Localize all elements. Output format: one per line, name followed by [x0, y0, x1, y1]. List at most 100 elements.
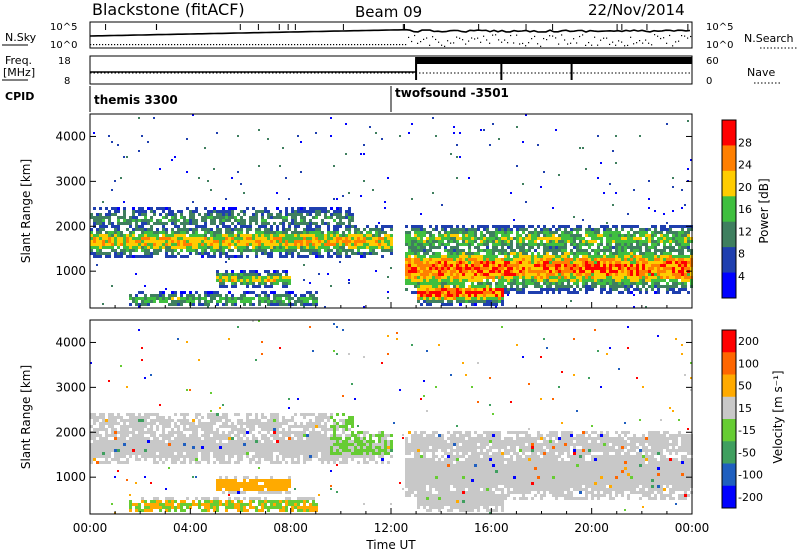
- power-cell: [486, 291, 489, 294]
- power-cell: [249, 228, 252, 231]
- power-cell: [531, 258, 534, 261]
- power-cell: [147, 246, 150, 249]
- velocity-cell: [156, 461, 159, 464]
- power-cell: [417, 300, 420, 303]
- power-cell: [495, 303, 498, 306]
- noise-search-dot: [405, 44, 407, 46]
- power-cell: [102, 216, 105, 219]
- velocity-cell: [174, 431, 177, 434]
- noise-search-dot: [627, 44, 629, 47]
- power-cell: [585, 252, 588, 255]
- power-cell: [510, 288, 513, 291]
- power-cell: [306, 246, 309, 249]
- power-cell: [201, 228, 204, 231]
- power-cell: [429, 270, 432, 273]
- power-cell: [498, 231, 501, 234]
- power-cell: [213, 255, 216, 258]
- power-cell: [576, 243, 579, 246]
- power-cell: [573, 261, 576, 264]
- velocity-cell: [180, 443, 183, 446]
- velocity-cell: [231, 443, 234, 446]
- power-cell: [177, 297, 180, 300]
- power-cell: [108, 210, 111, 213]
- power-cell: [501, 243, 504, 246]
- power-cell: [219, 237, 222, 240]
- power-cell: [375, 240, 378, 243]
- power-cell: [291, 249, 294, 252]
- velocity-cell: [126, 446, 129, 449]
- power-cell: [438, 261, 441, 264]
- power-cell: [474, 276, 477, 279]
- power-cell: [648, 279, 651, 282]
- power-cell: [642, 234, 645, 237]
- power-cell: [294, 210, 297, 213]
- power-cell: [579, 243, 582, 246]
- velocity-cell: [132, 428, 135, 431]
- power-cell: [168, 219, 171, 222]
- power-cell: [240, 246, 243, 249]
- power-cell: [252, 273, 255, 276]
- power-cell: [549, 228, 552, 231]
- power-cell: [582, 282, 585, 285]
- noise-search-dot: [549, 35, 551, 37]
- velocity-cell: [132, 503, 135, 506]
- power-cell: [132, 243, 135, 246]
- power-cell: [585, 255, 588, 258]
- power-cell: [684, 204, 686, 206]
- power-cell: [660, 249, 663, 252]
- power-cell: [120, 177, 122, 179]
- power-cell: [528, 240, 531, 243]
- power-cell: [201, 252, 204, 255]
- power-cell: [624, 264, 627, 267]
- power-cell: [558, 237, 561, 240]
- power-cell: [234, 240, 237, 243]
- power-cell: [276, 282, 279, 285]
- power-cell: [600, 243, 603, 246]
- power-cell: [258, 249, 261, 252]
- power-cell: [411, 198, 413, 200]
- power-cell: [477, 285, 480, 288]
- velocity-cell: [138, 329, 140, 331]
- power-cell: [603, 261, 606, 264]
- power-cell: [228, 231, 231, 234]
- power-cell: [348, 207, 351, 210]
- power-cell: [516, 288, 519, 291]
- power-cell: [507, 288, 510, 291]
- power-cell: [591, 279, 594, 282]
- noise-tick-left-bottom: 10^0: [50, 40, 77, 51]
- power-cell: [543, 234, 546, 237]
- velocity-cell: [138, 425, 141, 428]
- power-cell: [468, 276, 471, 279]
- velocity-cell: [108, 452, 111, 455]
- power-cell: [126, 255, 129, 258]
- power-cell: [582, 270, 585, 273]
- power-cell: [540, 258, 543, 261]
- power-cell: [624, 258, 627, 261]
- power-cell: [357, 228, 360, 231]
- power-cell: [315, 222, 318, 225]
- power-cell: [459, 276, 462, 279]
- power-cell: [294, 216, 297, 219]
- power-cell: [228, 228, 231, 231]
- velocity-cell: [126, 443, 129, 446]
- power-cell: [573, 267, 576, 270]
- power-cell: [171, 303, 174, 306]
- power-cell: [252, 213, 255, 216]
- power-cell: [120, 249, 123, 252]
- power-cell: [666, 273, 669, 276]
- power-cell: [423, 255, 426, 258]
- power-cell: [282, 234, 285, 237]
- power-cell: [660, 261, 663, 264]
- power-cell: [630, 270, 633, 273]
- velocity-cell: [120, 416, 123, 419]
- velocity-cell: [150, 425, 153, 428]
- power-cell: [642, 270, 645, 273]
- velocity-cell: [204, 446, 207, 449]
- power-cell: [252, 234, 255, 237]
- power-cell: [675, 231, 678, 234]
- power-cell: [501, 234, 504, 237]
- velocity-cell: [135, 503, 138, 506]
- power-cell: [561, 261, 564, 264]
- power-cell: [465, 228, 468, 231]
- power-cell: [303, 210, 306, 213]
